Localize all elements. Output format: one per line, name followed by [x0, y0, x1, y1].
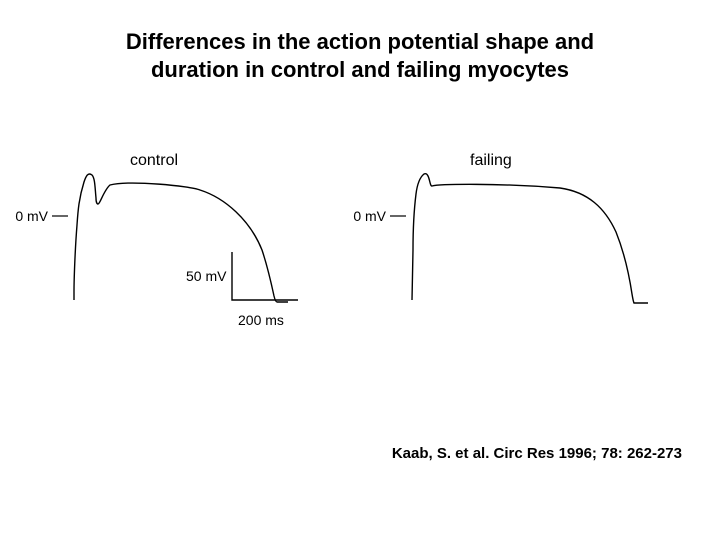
citation: Kaab, S. et al. Circ Res 1996; 78: 262-2…: [392, 445, 682, 462]
title-line2: duration in control and failing myocytes: [151, 57, 569, 82]
chart-svg: [0, 130, 720, 410]
failing-trace: [412, 174, 648, 303]
slide-title: Differences in the action potential shap…: [0, 28, 720, 83]
title-line1: Differences in the action potential shap…: [126, 29, 594, 54]
chart-area: control 0 mV failing 0 mV 50 mV 200 ms: [0, 130, 720, 410]
slide-root: Differences in the action potential shap…: [0, 0, 720, 540]
control-trace: [74, 174, 288, 302]
